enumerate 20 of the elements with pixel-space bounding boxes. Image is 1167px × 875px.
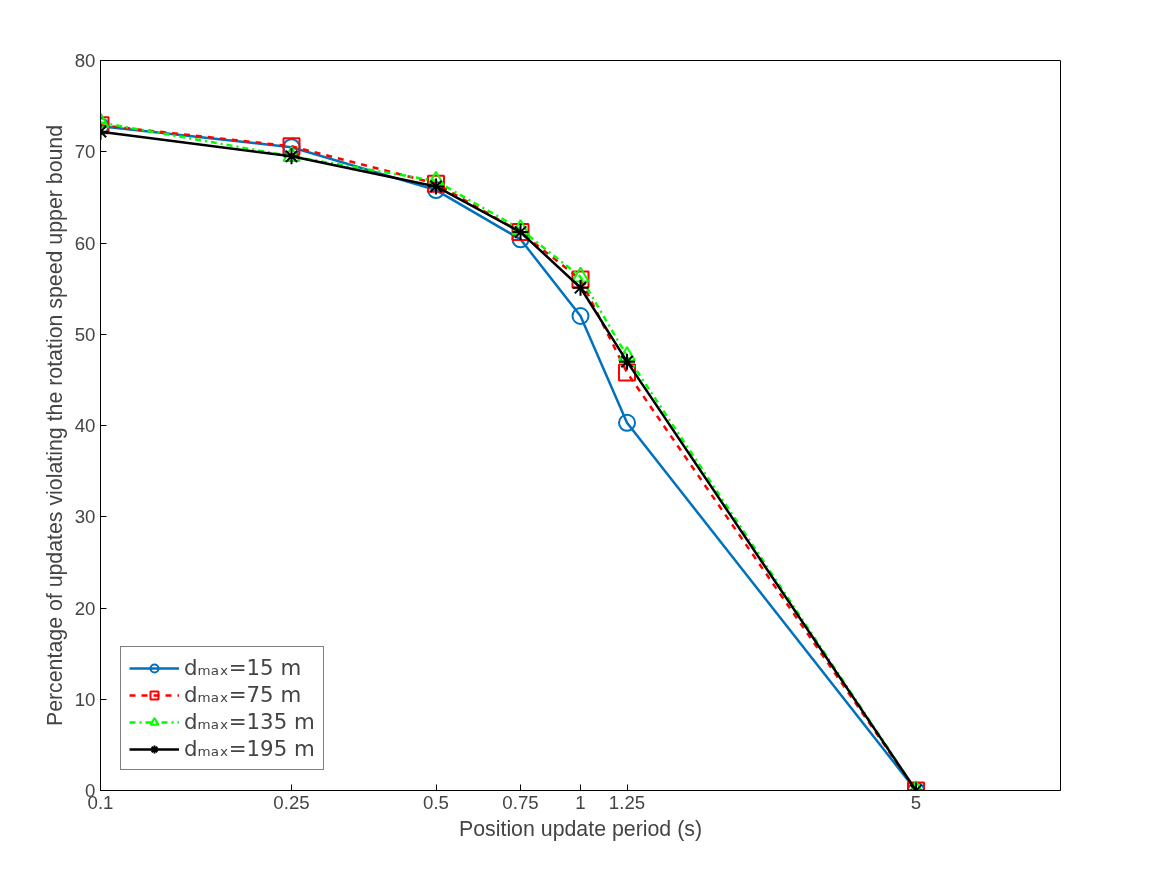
legend-label: dₘₐₓ=195 m (184, 736, 315, 761)
legend-label: dₘₐₓ=75 m (184, 682, 302, 707)
legend-label: dₘₐₓ=135 m (184, 709, 315, 734)
x-tick-label: 1 (575, 791, 586, 813)
y-tick-label: 20 (74, 597, 96, 619)
y-tick-label: 70 (74, 141, 96, 163)
legend-label: dₘₐₓ=15 m (184, 655, 302, 680)
x-tick-label: 0.25 (273, 791, 310, 813)
x-tick-label: 5 (910, 791, 922, 813)
y-tick-label: 30 (74, 506, 96, 528)
y-tick-label: 80 (74, 50, 96, 71)
y-tick-label: 10 (74, 688, 96, 710)
x-tick-label: 0.75 (502, 791, 539, 813)
x-tick-label: 0.5 (423, 791, 449, 813)
y-axis-title: Percentage of updates violating the rotation speed upper bound (42, 124, 67, 727)
x-tick-label: 1.25 (608, 791, 646, 813)
y-tick-label: 50 (74, 323, 96, 345)
y-tick-label: 60 (74, 232, 96, 254)
y-tick-label: 40 (74, 415, 96, 436)
x-axis-title: Position update period (s) (458, 816, 703, 841)
